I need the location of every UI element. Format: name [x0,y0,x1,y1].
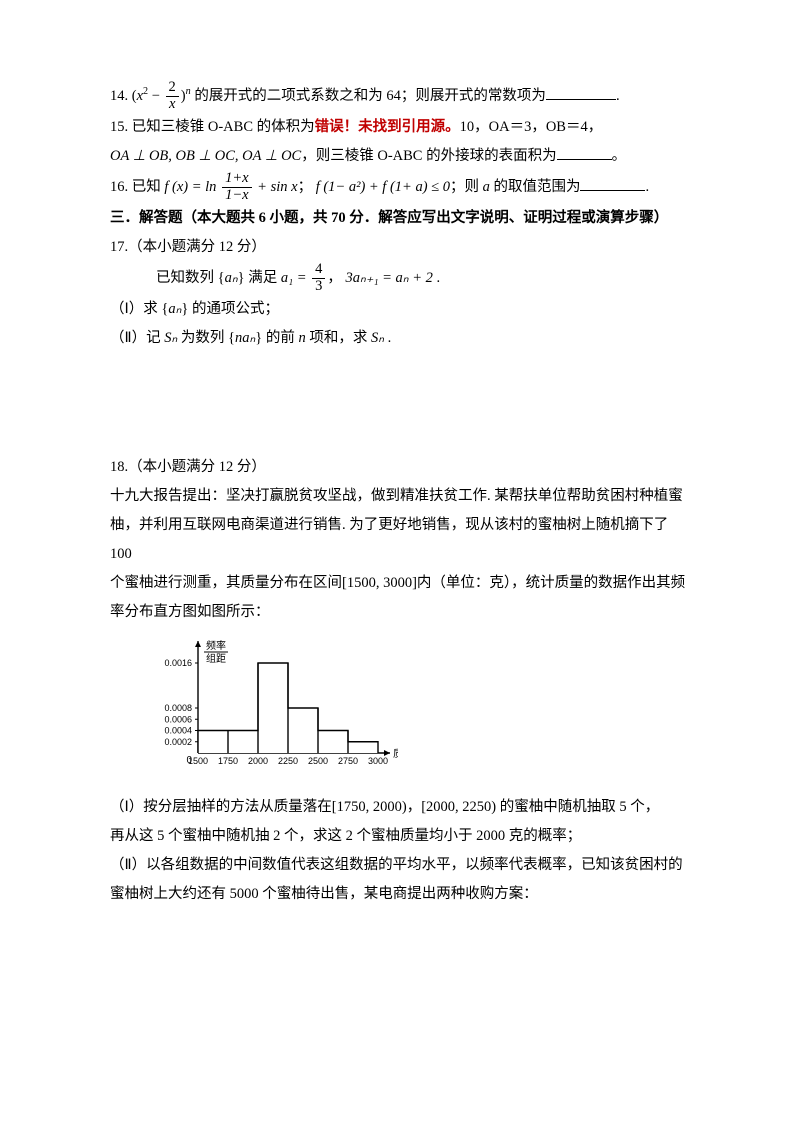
svg-text:2500: 2500 [308,756,328,766]
svg-text:2750: 2750 [338,756,358,766]
q18-p2a: （Ⅱ）以各组数据的中间数值代表这组数据的平均水平，以频率代表概率，已知该贫困村的 [110,851,690,880]
q17-frac: 43 [312,262,325,295]
q15-formula: OA ⊥ OB, OB ⊥ OC, OA ⊥ OC [110,148,301,164]
q16-cond: f (1− a²) + f (1+ a) ≤ 0 [316,179,450,195]
q15-error: 错误！未找到引用源。 [315,119,460,135]
svg-text:0.0008: 0.0008 [164,703,192,713]
svg-text:0.0016: 0.0016 [164,658,192,668]
q17-head: 17.（本小题满分 12 分） [110,233,690,262]
section-3-heading: 三．解答题（本大题共 6 小题，共 70 分．解答应写出文字说明、证明过程或演算… [110,204,690,233]
svg-text:0: 0 [186,755,192,766]
svg-text:组距: 组距 [206,652,226,665]
q14: 14. (x2 − 2x)n 的展开式的二项式系数之和为 64；则展开式的常数项… [110,80,690,113]
q18-l4: 率分布直方图如图所示： [110,598,690,627]
svg-text:频率: 频率 [206,639,226,652]
q17-recurrence: 3aₙ₊₁ = aₙ + 2 [346,270,433,286]
svg-text:0.0002: 0.0002 [164,736,192,746]
q15-num: 15. [110,119,128,135]
spacer [110,353,690,453]
svg-text:2250: 2250 [278,756,298,766]
q14-pre: ( [128,88,136,104]
q17-num: 17. [110,239,128,255]
histogram-svg: 0.00020.00040.00060.00080.00161500175020… [138,633,398,783]
svg-text:2000: 2000 [248,756,268,766]
page: 14. (x2 − 2x)n 的展开式的二项式系数之和为 64；则展开式的常数项… [0,0,800,1132]
q14-post: 的展开式的二项式系数之和为 64；则展开式的常数项为 [191,88,546,104]
svg-text:1750: 1750 [218,756,238,766]
q18-interval1: [1500, 3000] [342,575,417,591]
q18-p2b: 蜜柚树上大约还有 5000 个蜜柚待出售，某电商提出两种收购方案： [110,880,690,909]
q18-head: 18.（本小题满分 12 分） [110,453,690,482]
q14-num: 14. [110,88,128,104]
svg-text:质量(克): 质量(克) [393,748,398,760]
q18-int-b: [2000, 2250) [421,799,496,815]
q16-blank [580,175,645,191]
q18-num: 18. [110,459,128,475]
q16-num: 16. [110,179,128,195]
q14-blank [546,84,616,100]
svg-text:3000: 3000 [368,756,388,766]
q16-frac: 1+x1−x [222,171,251,204]
q15-blank [557,144,612,160]
q18-l2: 柚，并利用互联网电商渠道进行销售. 为了更好地销售，现从该村的蜜柚树上随机摘下了… [110,511,690,569]
q16: 16. 已知 f (x) = ln 1+x1−x + sin x； f (1− … [110,171,690,204]
q17-part1: （Ⅰ）求 {aₙ} 的通项公式； [110,295,690,324]
q17-part2: （Ⅱ）记 Sₙ 为数列 {naₙ} 的前 n 项和，求 Sₙ . [110,324,690,353]
q15-line1: 15. 已知三棱锥 O-ABC 的体积为错误！未找到引用源。10，OA＝3，OB… [110,113,690,142]
q17-line1: 已知数列 {aₙ} 满足 a₁ = 43， 3aₙ₊₁ = aₙ + 2 . [110,262,690,295]
q18-p1c: 再从这 5 个蜜柚中随机抽 2 个，求这 2 个蜜柚质量均小于 2000 克的概… [110,822,690,851]
svg-text:0.0004: 0.0004 [164,725,192,735]
q18-p1a: （Ⅰ）按分层抽样的方法从质量落在[1750, 2000)，[2000, 2250… [110,793,690,822]
q18-l3: 个蜜柚进行测重，其质量分布在区间[1500, 3000]内（单位：克），统计质量… [110,569,690,598]
q14-frac: 2x [166,80,179,113]
histogram-chart: 0.00020.00040.00060.00080.00161500175020… [138,633,690,783]
q16-fx: f (x) = ln [164,179,216,195]
q18-l1: 十九大报告提出：坚决打赢脱贫攻坚战，做到精准扶贫工作. 某帮扶单位帮助贫困村种植… [110,482,690,511]
q18-int-a: [1750, 2000) [332,799,407,815]
svg-text:0.0006: 0.0006 [164,714,192,724]
q15-line2: OA ⊥ OB, OB ⊥ OC, OA ⊥ OC，则三棱锥 O-ABC 的外接… [110,142,690,171]
